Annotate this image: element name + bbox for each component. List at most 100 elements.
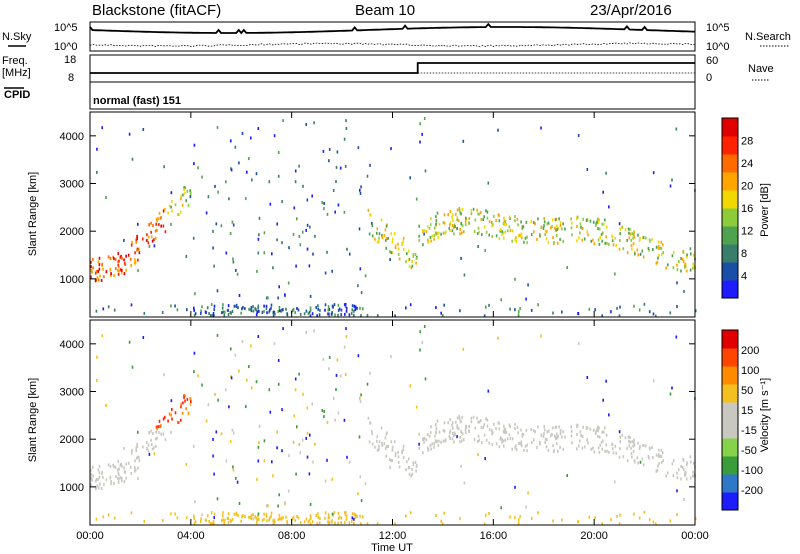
velocity-cell <box>263 512 265 516</box>
velocity-cell <box>296 425 298 429</box>
beam-label: Beam 10 <box>355 2 415 19</box>
power-cell <box>309 306 312 310</box>
velocity-cell <box>464 431 467 435</box>
velocity-cell <box>491 429 493 433</box>
velocity-cell <box>509 437 512 441</box>
power-cell <box>564 227 566 231</box>
power-cell <box>302 184 304 188</box>
power-cell <box>344 312 346 316</box>
power-cell <box>391 251 393 255</box>
power-cell <box>435 219 438 223</box>
power-cell <box>123 258 125 262</box>
velocity-cell <box>287 489 290 493</box>
velocity-cell <box>134 468 137 472</box>
power-cell <box>618 222 621 226</box>
velocity-cell <box>245 405 247 409</box>
velocity-cell <box>345 514 348 518</box>
velocity-cell <box>458 416 461 420</box>
colorbar-tick-label: 200 <box>741 345 759 357</box>
velocity-cell <box>90 476 92 480</box>
power-cell <box>426 225 429 229</box>
power-cell <box>648 310 651 314</box>
velocity-cell <box>423 436 426 440</box>
velocity-cell <box>675 335 678 339</box>
power-cell <box>514 277 516 281</box>
power-cell <box>364 274 367 278</box>
power-cell <box>110 272 112 276</box>
velocity-cell <box>409 511 412 515</box>
velocity-cell <box>280 517 282 521</box>
power-cell <box>661 243 664 247</box>
velocity-cell <box>170 430 172 434</box>
power-cell <box>671 178 673 182</box>
power-cell <box>557 241 559 245</box>
power-cell <box>367 208 370 212</box>
power-cell <box>385 237 388 240</box>
velocity-cell <box>309 502 312 506</box>
power-cell <box>543 224 545 228</box>
power-cell <box>631 247 633 251</box>
colorbar-tick-label: -200 <box>741 485 763 497</box>
power-cell <box>592 238 594 242</box>
velocity-cell <box>356 514 358 518</box>
velocity-cell <box>614 444 617 448</box>
power-cell <box>397 247 400 251</box>
velocity-cell <box>449 431 451 435</box>
velocity-cell <box>648 446 651 450</box>
velocity-cell <box>456 426 458 430</box>
velocity-cell <box>547 449 550 453</box>
power-cell <box>286 313 289 317</box>
velocity-cell <box>390 440 393 444</box>
velocity-cell <box>561 435 563 439</box>
power-cell <box>109 267 112 271</box>
velocity-cell <box>639 445 641 448</box>
power-cell <box>424 169 427 173</box>
velocity-cell <box>671 462 674 466</box>
power-cell <box>334 210 336 214</box>
power-cell <box>594 308 596 312</box>
velocity-cell <box>537 425 539 429</box>
power-cell <box>459 309 461 313</box>
velocity-cell <box>257 445 260 449</box>
velocity-cell <box>566 474 568 477</box>
power-cell <box>397 242 399 246</box>
power-cell <box>117 272 120 276</box>
power-cell <box>430 217 432 221</box>
power-cell <box>201 175 203 179</box>
power-cell <box>276 222 278 226</box>
velocity-cell <box>263 439 266 443</box>
velocity-cell <box>594 516 596 520</box>
velocity-cell <box>286 521 289 525</box>
velocity-cell <box>255 516 257 520</box>
velocity-cell <box>345 335 348 338</box>
time-axis: 00:00 04:00 08:00 12:00 16:00 20:00 00:00 <box>76 112 709 542</box>
power-cell <box>360 291 363 295</box>
power-cell <box>186 189 189 193</box>
velocity-cell <box>592 428 595 432</box>
power-cell <box>90 265 92 269</box>
nsky-label: N.Sky <box>2 31 32 43</box>
velocity-cell <box>487 389 490 393</box>
velocity-cell <box>368 440 371 444</box>
power-cell <box>96 147 98 151</box>
velocity-cell <box>542 435 545 438</box>
x-tick-label: 12:00 <box>379 530 407 542</box>
power-cell <box>293 206 296 210</box>
power-cell <box>212 312 215 315</box>
power-cell <box>390 251 393 255</box>
power-cell <box>483 225 486 229</box>
velocity-cell <box>257 335 260 338</box>
power-cell <box>514 238 516 242</box>
power-cell <box>200 309 202 313</box>
power-cell <box>324 303 327 307</box>
x-tick-label: 16:00 <box>480 530 508 542</box>
velocity-cell <box>570 425 572 429</box>
velocity-cell <box>657 455 660 458</box>
velocity-cell <box>285 515 287 519</box>
power-cell <box>685 255 688 259</box>
power-cell <box>350 311 353 315</box>
velocity-cell <box>90 468 92 472</box>
power-cell <box>601 239 603 243</box>
power-cell <box>464 219 467 223</box>
